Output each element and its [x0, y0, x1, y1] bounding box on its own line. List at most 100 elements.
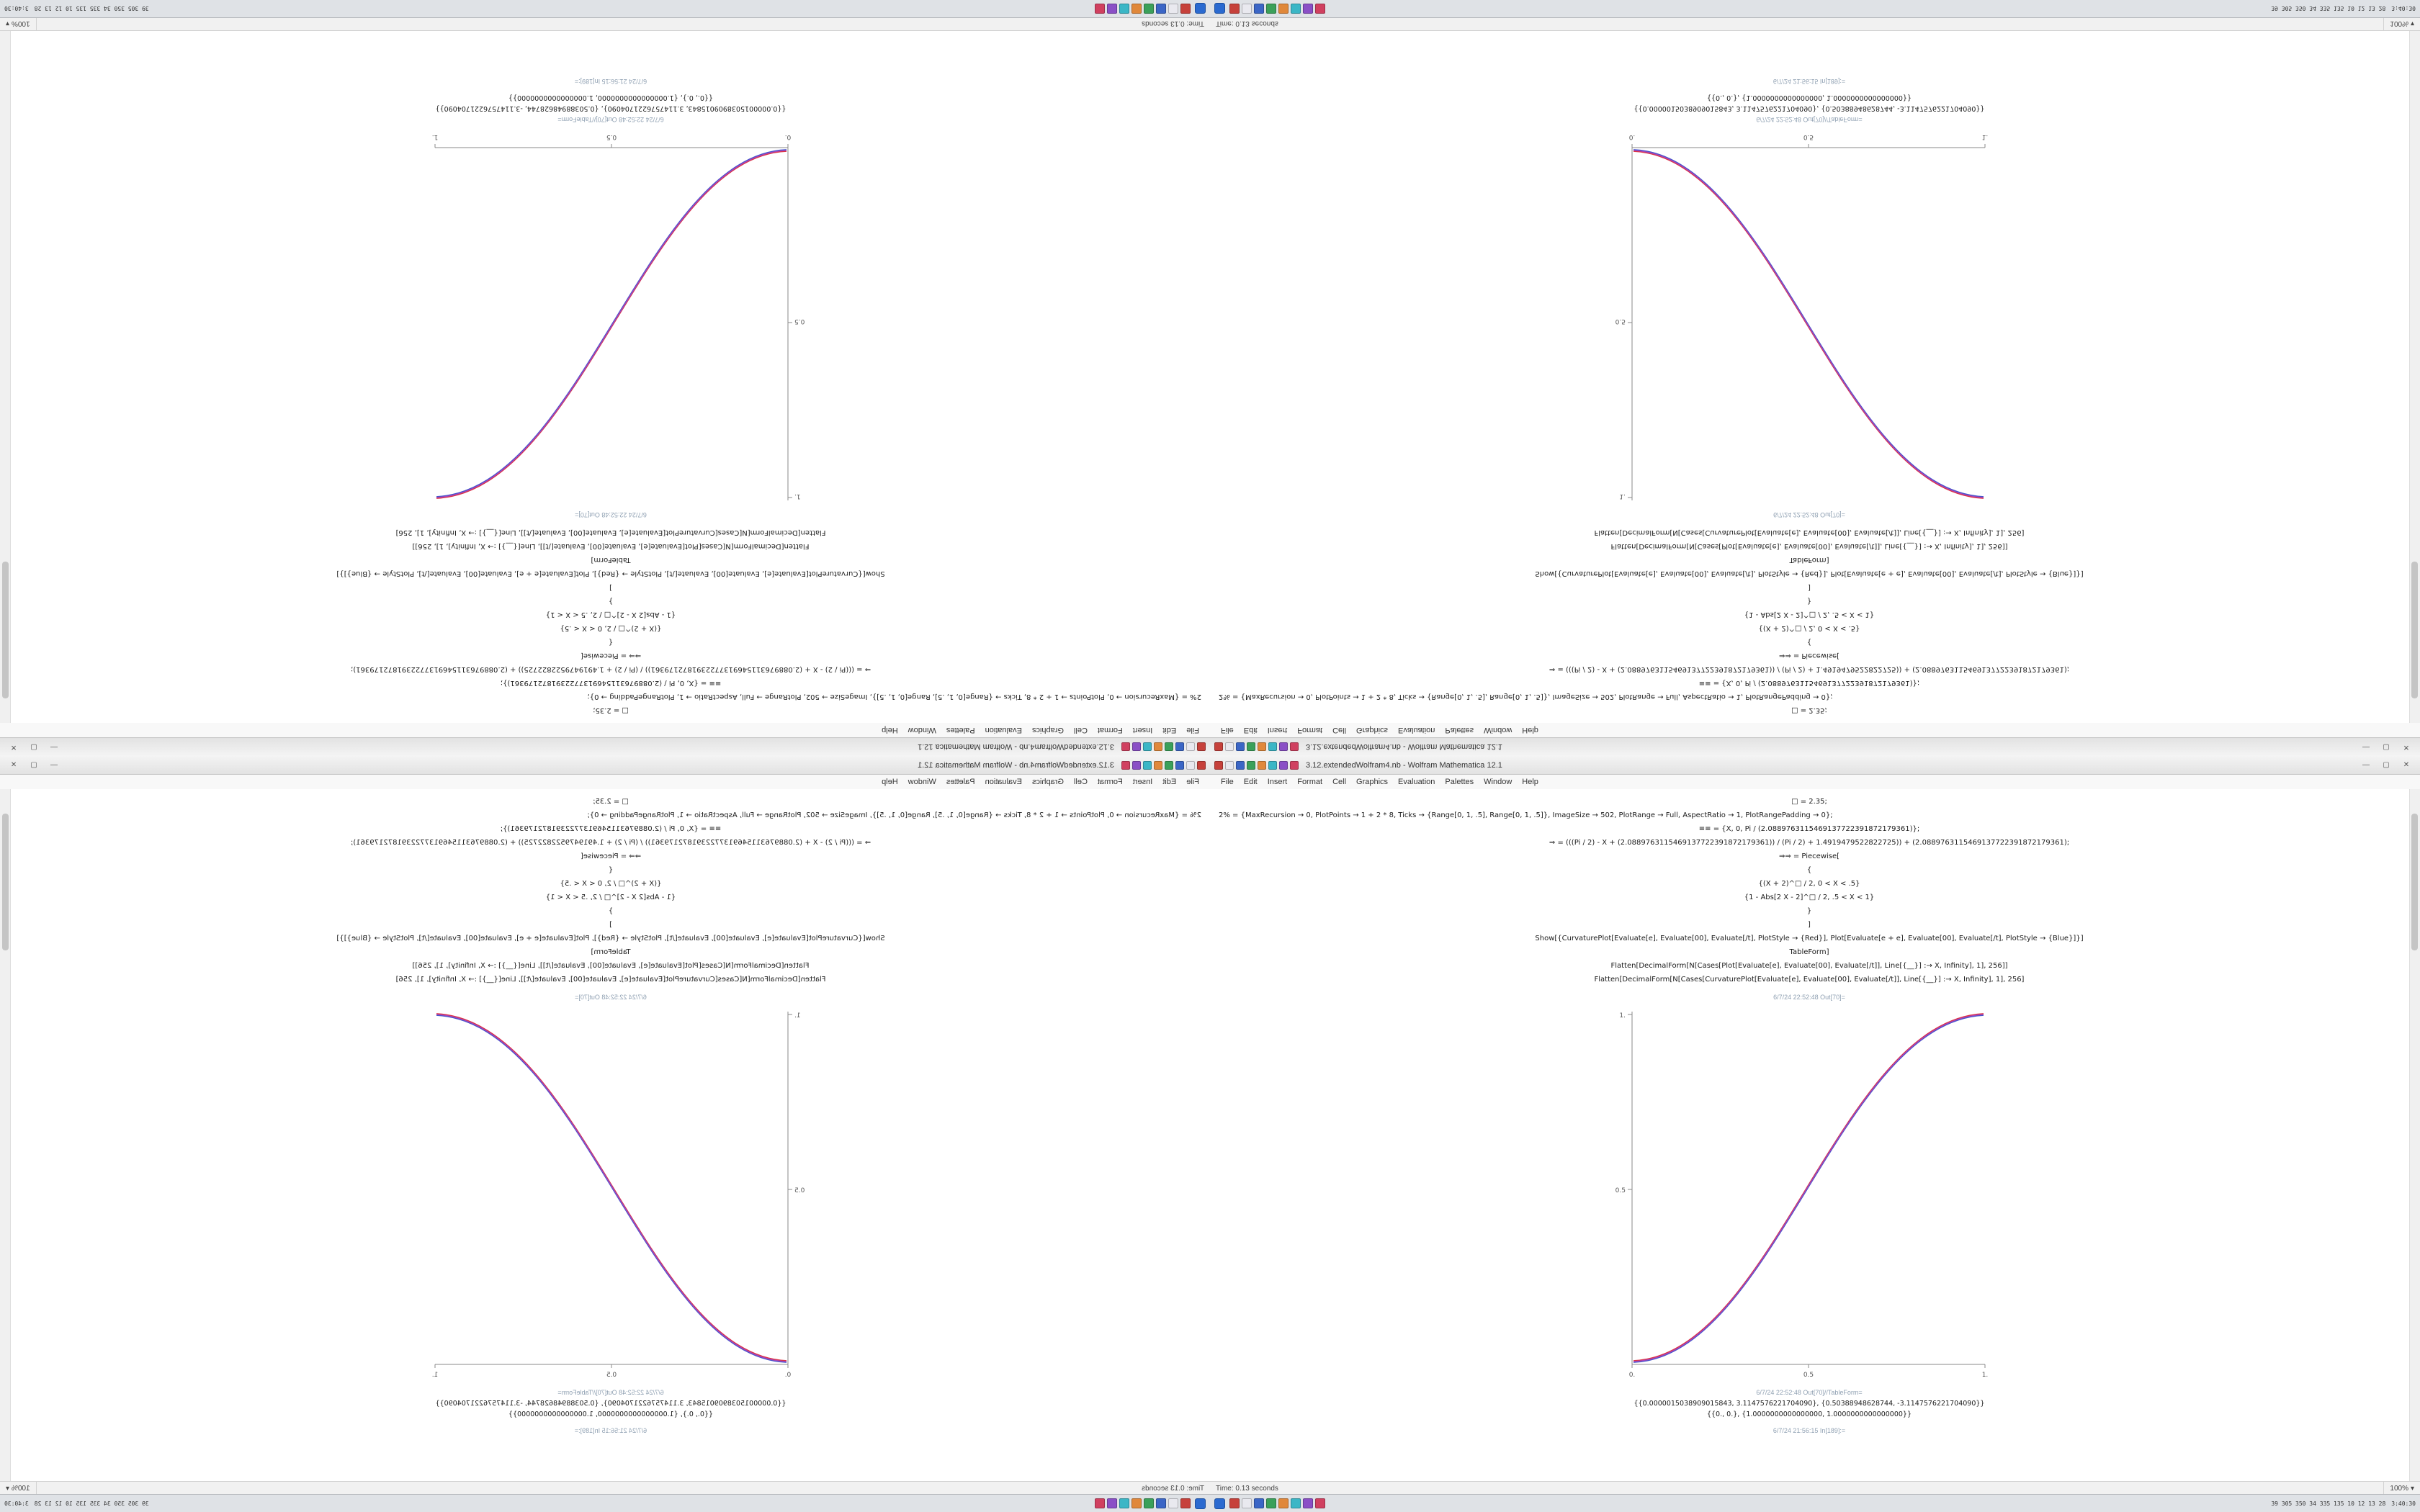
menu-item[interactable]: Cell [1073, 778, 1088, 786]
menu-item[interactable]: Insert [1267, 726, 1288, 734]
app-icon-white[interactable] [1225, 760, 1234, 770]
menu-item[interactable]: File [1186, 778, 1199, 786]
menu-item[interactable]: Insert [1132, 726, 1153, 734]
menu-item[interactable]: Palettes [946, 726, 975, 734]
menu-item[interactable]: Format [1097, 778, 1123, 786]
menu-item[interactable]: Format [1297, 726, 1323, 734]
menu-item[interactable]: Help [1522, 778, 1538, 786]
notebook-editing-area[interactable]: □ = 2.35; 2% = {MaxRecursion → 0, PlotPoi… [0, 789, 1210, 1482]
menu-item[interactable]: Palettes [946, 778, 975, 786]
app-icon-red[interactable] [1214, 742, 1223, 752]
vertical-scrollbar[interactable] [0, 30, 11, 723]
menu-item[interactable]: Insert [1132, 778, 1153, 786]
start-button-icon[interactable] [1195, 3, 1206, 14]
app-icon-crimson[interactable] [1095, 1498, 1105, 1508]
menu-item[interactable]: Help [882, 726, 898, 734]
minimize-button[interactable]: — [2362, 743, 2370, 751]
app-icon-red[interactable] [1180, 1498, 1191, 1508]
menu-item[interactable]: File [1221, 778, 1234, 786]
app-icon-teal[interactable] [1268, 760, 1277, 770]
maximize-button[interactable]: ▢ [2383, 743, 2390, 751]
app-icon-teal[interactable] [1291, 1498, 1301, 1508]
app-icon-purple[interactable] [1279, 760, 1288, 770]
app-icon-blue[interactable] [1236, 760, 1245, 770]
close-button[interactable]: ✕ [10, 743, 17, 751]
app-icon-red[interactable] [1197, 760, 1206, 770]
menu-item[interactable]: File [1221, 726, 1234, 734]
minimize-button[interactable]: — [50, 743, 58, 751]
zoom-control[interactable]: 100% ▾ [2383, 17, 2414, 30]
app-icon-orange[interactable] [1258, 760, 1266, 770]
app-icon-purple[interactable] [1107, 4, 1117, 14]
app-icon-white[interactable] [1168, 4, 1178, 14]
app-icon-teal[interactable] [1143, 760, 1152, 770]
zoom-control[interactable]: 100% ▾ [6, 1482, 37, 1495]
app-icon-crimson[interactable] [1290, 742, 1299, 752]
window-titlebar[interactable]: 3.12.extendedWolfram4.nb - Wolfram Mathe… [0, 756, 1210, 775]
menu-item[interactable]: Graphics [1356, 726, 1389, 734]
app-icon-crimson[interactable] [1095, 4, 1105, 14]
app-icon-blue[interactable] [1254, 1498, 1264, 1508]
menu-item[interactable]: Edit [1162, 726, 1177, 734]
app-icon-red[interactable] [1180, 4, 1191, 14]
close-button[interactable]: ✕ [2403, 743, 2410, 751]
app-icon-teal[interactable] [1291, 4, 1301, 14]
app-icon-white[interactable] [1242, 1498, 1252, 1508]
app-icon-green[interactable] [1165, 760, 1173, 770]
menu-item[interactable]: Format [1097, 726, 1123, 734]
app-icon-purple[interactable] [1279, 742, 1288, 752]
menu-item[interactable]: Help [1522, 726, 1538, 734]
app-icon-orange[interactable] [1258, 742, 1266, 752]
zoom-control[interactable]: 100% ▾ [6, 17, 37, 30]
notebook-editing-area[interactable]: □ = 2.35; 2% = {MaxRecursion → 0, PlotPoi… [1210, 789, 2420, 1482]
menu-item[interactable]: Evaluation [985, 726, 1022, 734]
app-icon-green[interactable] [1266, 4, 1276, 14]
menu-item[interactable]: Cell [1332, 726, 1347, 734]
close-button[interactable]: ✕ [2403, 761, 2410, 769]
app-icon-white[interactable] [1186, 760, 1195, 770]
start-button-icon[interactable] [1195, 1498, 1206, 1509]
app-icon-purple[interactable] [1303, 4, 1313, 14]
app-icon-crimson[interactable] [1290, 760, 1299, 770]
vertical-scrollbar[interactable] [0, 789, 11, 1482]
menu-item[interactable]: Palettes [1445, 778, 1474, 786]
vertical-scrollbar[interactable] [2409, 789, 2420, 1482]
app-icon-blue[interactable] [1156, 1498, 1166, 1508]
menu-item[interactable]: Format [1297, 778, 1323, 786]
app-icon-red[interactable] [1197, 742, 1206, 752]
app-icon-purple[interactable] [1132, 760, 1141, 770]
app-icon-red[interactable] [1229, 1498, 1240, 1508]
menu-item[interactable]: Cell [1332, 778, 1347, 786]
app-icon-blue[interactable] [1175, 760, 1184, 770]
app-icon-green[interactable] [1247, 742, 1255, 752]
scrollbar-thumb[interactable] [2411, 562, 2418, 698]
zoom-control[interactable]: 100% ▾ [2383, 1482, 2414, 1495]
app-icon-red[interactable] [1229, 4, 1240, 14]
app-icon-purple[interactable] [1303, 1498, 1313, 1508]
app-icon-orange[interactable] [1278, 1498, 1289, 1508]
app-icon-crimson[interactable] [1315, 1498, 1325, 1508]
app-icon-green[interactable] [1266, 1498, 1276, 1508]
tray-clock[interactable]: 3:40:30 [2391, 1500, 2416, 1507]
window-titlebar[interactable]: 3.12.extendedWolfram4.nb - Wolfram Mathe… [1210, 756, 2420, 775]
app-icon-red[interactable] [1214, 760, 1223, 770]
app-icon-crimson[interactable] [1121, 742, 1130, 752]
menu-item[interactable]: Window [1484, 778, 1512, 786]
tray-clock[interactable]: 3:40:30 [4, 1500, 29, 1507]
app-icon-purple[interactable] [1132, 742, 1141, 752]
maximize-button[interactable]: ▢ [2383, 761, 2390, 769]
app-icon-crimson[interactable] [1315, 4, 1325, 14]
scrollbar-thumb[interactable] [2, 814, 9, 950]
window-titlebar[interactable]: 3.12.extendedWolfram4.nb - Wolfram Mathe… [1210, 737, 2420, 756]
app-icon-green[interactable] [1144, 1498, 1154, 1508]
app-icon-purple[interactable] [1107, 1498, 1117, 1508]
menu-item[interactable]: Edit [1243, 726, 1258, 734]
minimize-button[interactable]: — [2362, 761, 2370, 769]
menu-item[interactable]: Evaluation [1398, 778, 1435, 786]
app-icon-blue[interactable] [1236, 742, 1245, 752]
app-icon-orange[interactable] [1131, 4, 1142, 14]
minimize-button[interactable]: — [50, 761, 58, 769]
tray-clock[interactable]: 3:40:30 [2391, 5, 2416, 12]
start-button-icon[interactable] [1214, 3, 1225, 14]
app-icon-green[interactable] [1165, 742, 1173, 752]
